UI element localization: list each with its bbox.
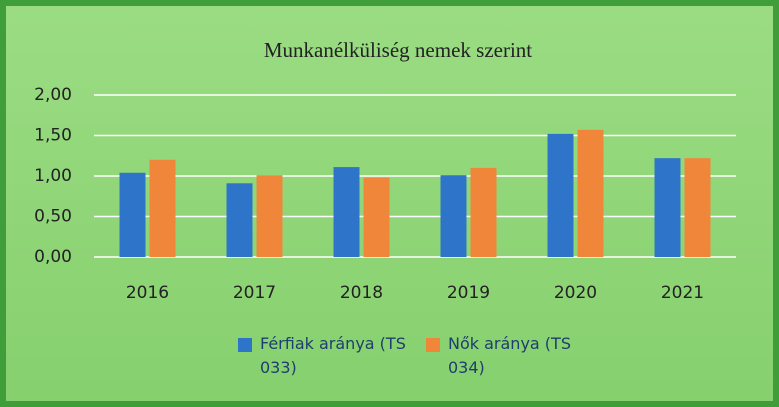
bar <box>440 175 467 257</box>
bar <box>149 159 176 257</box>
bar <box>470 167 497 257</box>
bar <box>119 172 146 257</box>
y-tick-label: 1,00 <box>34 166 72 186</box>
legend-label: Nők aránya (TS 034) <box>448 334 571 377</box>
bar <box>333 167 360 257</box>
y-tick-label: 2,00 <box>34 85 72 105</box>
plot: Munkanélküliség nemek szerint 0,00 0,50 1,… <box>34 38 736 303</box>
bar <box>256 175 283 257</box>
bar <box>577 129 604 257</box>
x-tick-label: 2018 <box>340 283 383 303</box>
bar <box>654 158 681 257</box>
y-tick-label: 0,00 <box>34 247 72 267</box>
bar <box>363 177 390 257</box>
legend-swatch <box>426 338 440 352</box>
x-tick-label: 2020 <box>554 283 597 303</box>
x-tick-label: 2019 <box>447 283 490 303</box>
x-tick-label: 2016 <box>126 283 169 303</box>
y-tick-label: 0,50 <box>34 207 72 227</box>
bar <box>226 183 253 257</box>
legend-entry: Férfiak aránya (TS 033) <box>238 332 408 380</box>
x-tick-label: 2017 <box>233 283 276 303</box>
bar <box>684 158 711 257</box>
x-tick-label: 2021 <box>661 283 704 303</box>
y-tick-label: 1,50 <box>34 126 72 146</box>
bar <box>547 133 574 257</box>
legend-label: Férfiak aránya (TS 033) <box>260 334 406 377</box>
legend-entry: Nők aránya (TS 034) <box>426 332 596 380</box>
chart-title: Munkanélküliség nemek szerint <box>264 38 532 62</box>
legend-swatch <box>238 338 252 352</box>
